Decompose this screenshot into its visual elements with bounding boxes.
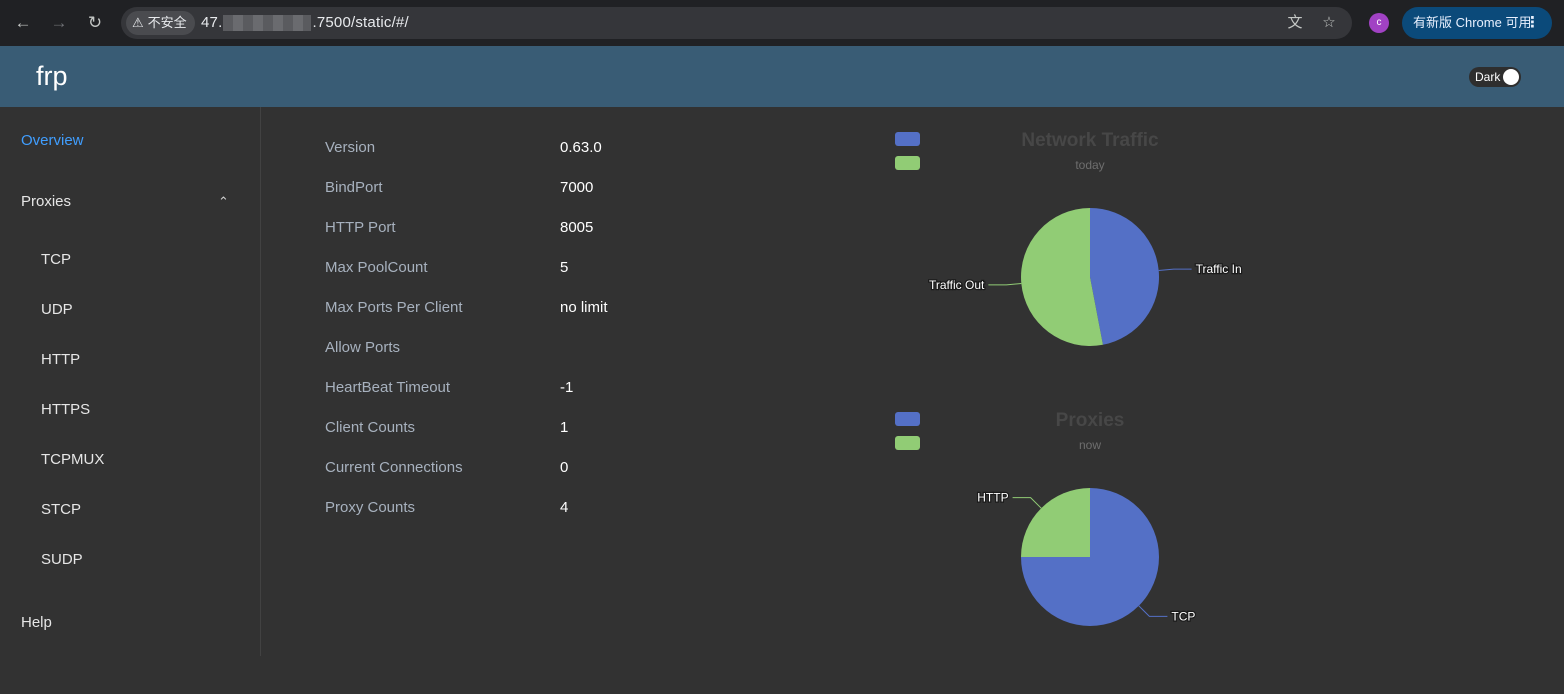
info-value-http-port: 8005	[560, 219, 594, 236]
info-label-proxy-counts: Proxy Counts	[325, 499, 416, 516]
sidebar-item-http[interactable]: HTTP	[41, 351, 81, 368]
info-label-max-ports-per-client: Max Ports Per Client	[325, 299, 463, 316]
reload-icon[interactable]: ↻	[87, 13, 103, 32]
info-label-allow-ports: Allow Ports	[325, 339, 401, 356]
network-traffic-slice-label-traffic-in: Traffic In	[1196, 262, 1242, 276]
proxies-legend-swatch-http[interactable]	[895, 436, 920, 450]
info-value-current-connections: 0	[560, 459, 569, 476]
proxies-legend-swatch-tcp[interactable]	[895, 412, 920, 426]
back-arrow-icon[interactable]: ←	[14, 13, 32, 32]
sidebar-item-udp[interactable]: UDP	[41, 301, 73, 318]
redacted-url-segment	[223, 15, 312, 32]
sidebar-item-stcp[interactable]: STCP	[41, 501, 82, 518]
app-header: frp Dark	[0, 46, 1564, 107]
proxies-label-line-http	[1012, 497, 1042, 509]
address-bar[interactable]: ⚠ 不安全 47. .7500/static/#/ 文 ☆	[121, 7, 1352, 39]
sidebar-item-tcpmux[interactable]: TCPMUX	[41, 451, 105, 468]
forward-arrow-icon[interactable]: →	[50, 13, 68, 32]
browser-toolbar: ← → ↻ ⚠ 不安全 47. .7500/static/#/ 文 ☆ c 有新版 …	[0, 0, 1564, 46]
info-value-max-ports-per-client: no limit	[560, 299, 608, 316]
sidebar-item-overview[interactable]: Overview	[21, 132, 84, 149]
warning-icon: ⚠	[132, 15, 144, 30]
network-traffic-pie-slice-traffic-in[interactable]	[1090, 208, 1160, 345]
sidebar-item-help[interactable]: Help	[21, 614, 52, 631]
sidebar-item-https[interactable]: HTTPS	[41, 401, 91, 418]
network-traffic-slice-label-traffic-out: Traffic Out	[929, 278, 985, 292]
info-label-max-pool-count: Max PoolCount	[325, 259, 428, 276]
info-label-heartbeat-timeout: HeartBeat Timeout	[325, 379, 451, 396]
info-value-max-pool-count: 5	[560, 259, 569, 276]
dark-mode-label: Dark	[1475, 70, 1501, 84]
info-value-heartbeat-timeout: -1	[560, 379, 574, 396]
info-label-bind-port: BindPort	[325, 179, 383, 196]
network-traffic-label-line-traffic-out	[988, 283, 1022, 286]
info-label-version: Version	[325, 139, 376, 156]
network-traffic-label-line-traffic-in	[1158, 268, 1192, 271]
info-label-current-connections: Current Connections	[325, 459, 463, 476]
proxies-pie-slice-http[interactable]	[1021, 488, 1090, 557]
network-traffic-pie-slice-traffic-out[interactable]	[1021, 208, 1103, 346]
dark-mode-toggle[interactable]: Dark	[1469, 67, 1521, 87]
sidebar-menu: Overview Proxies ⌃ TCP UDP HTTP HTTPS TC…	[0, 107, 261, 656]
security-indicator[interactable]: ⚠ 不安全	[126, 11, 195, 35]
chevron-up-icon[interactable]: ⌃	[218, 194, 229, 209]
proxies-slice-label-http: HTTP	[977, 491, 1008, 505]
info-value-client-counts: 1	[560, 419, 569, 436]
network-traffic-chart-title: Network Traffic	[1021, 130, 1159, 151]
more-menu-icon[interactable]: ⋮	[1525, 14, 1540, 31]
info-label-http-port: HTTP Port	[325, 219, 396, 236]
network-traffic-legend-swatch-traffic-in[interactable]	[895, 132, 920, 146]
sidebar-item-tcp[interactable]: TCP	[41, 251, 71, 268]
sidebar-item-sudp[interactable]: SUDP	[41, 551, 83, 568]
proxies-slice-label-tcp: TCP	[1171, 609, 1195, 623]
info-value-version: 0.63.0	[560, 139, 602, 156]
info-label-client-counts: Client Counts	[325, 419, 416, 436]
info-value-bind-port: 7000	[560, 179, 594, 196]
toggle-knob	[1503, 69, 1519, 85]
translate-icon[interactable]: 文	[1287, 14, 1303, 31]
proxies-chart-title: Proxies	[1056, 410, 1125, 431]
bookmark-star-icon[interactable]: ☆	[1322, 14, 1336, 31]
sidebar-item-proxies[interactable]: Proxies	[21, 193, 72, 210]
charts-panel: Network Traffic today Traffic In Traffic Ou…	[895, 130, 1243, 626]
proxies-chart-subtitle: now	[1079, 438, 1101, 452]
proxies-label-line-tcp	[1138, 605, 1168, 617]
profile-avatar[interactable]: c	[1369, 13, 1389, 33]
network-traffic-legend-swatch-traffic-out[interactable]	[895, 156, 920, 170]
app-title: frp	[36, 61, 68, 91]
chrome-update-button[interactable]: 有新版 Chrome 可用 ⋮	[1402, 7, 1552, 39]
network-traffic-chart-subtitle: today	[1075, 158, 1104, 172]
url-text[interactable]: 47. .7500/static/#/	[201, 14, 409, 32]
info-value-proxy-counts: 4	[560, 499, 569, 516]
